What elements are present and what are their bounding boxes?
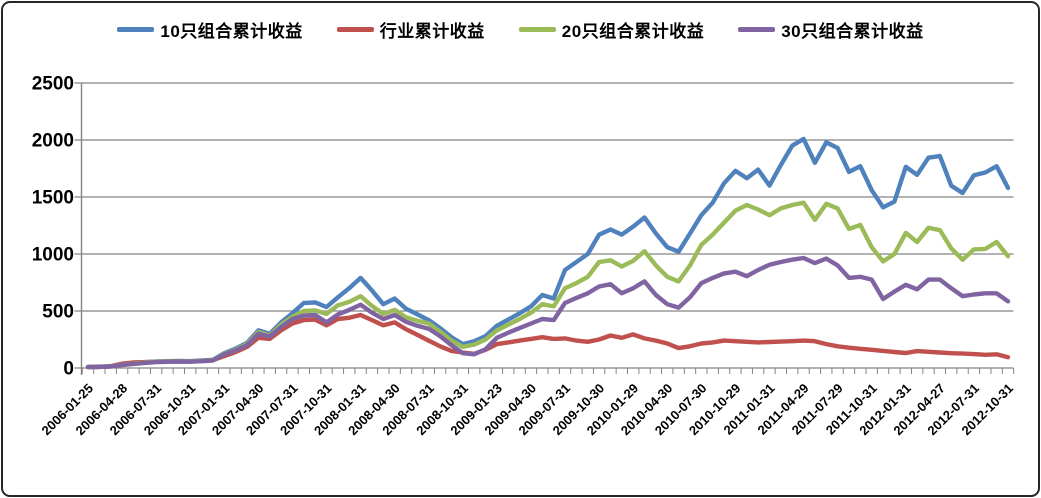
series-line-1 <box>85 312 1011 370</box>
line-swatch-icon <box>336 26 374 32</box>
series-line-0 <box>85 136 1011 370</box>
series-line-2 <box>85 200 1011 370</box>
legend-item-series-20: 20只组合累计收益 <box>518 17 705 42</box>
legend-item-series-30: 30只组合累计收益 <box>738 17 923 42</box>
y-axis-tick-label: 1500 <box>32 188 74 209</box>
legend-label: 行业累计收益 <box>379 21 485 41</box>
line-swatch-icon <box>738 26 776 32</box>
line-swatch-icon <box>518 26 556 32</box>
y-axis-tick-label: 2500 <box>32 74 74 95</box>
y-axis-tick-label: 2000 <box>32 131 74 152</box>
y-axis-tick-label: 1000 <box>32 245 74 266</box>
legend-item-series-10: 10只组合累计收益 <box>117 17 302 42</box>
line-swatch-icon <box>117 26 155 32</box>
legend-label: 30只组合累计收益 <box>781 21 924 41</box>
y-axis-tick-label: 0 <box>63 359 74 380</box>
legend-label: 10只组合累计收益 <box>160 21 303 41</box>
chart-legend: 10只组合累计收益 行业累计收益 20只组合累计收益 30只组合累计收益 <box>0 14 1041 44</box>
legend-item-industry: 行业累计收益 <box>336 17 485 42</box>
y-axis-tick-label: 500 <box>42 302 74 323</box>
series-line-3 <box>85 255 1011 370</box>
legend-label: 20只组合累计收益 <box>561 21 705 41</box>
